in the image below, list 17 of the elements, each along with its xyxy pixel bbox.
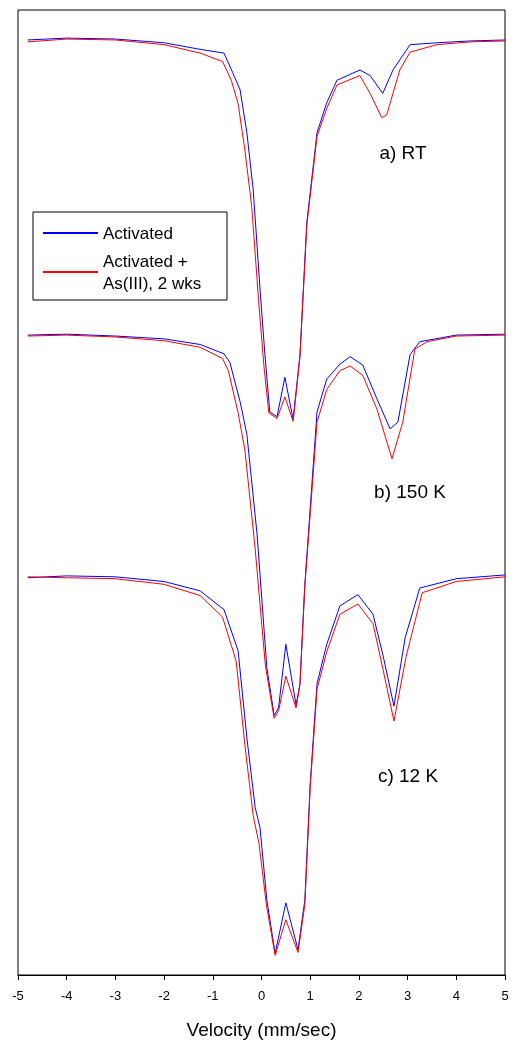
x-axis-title: Velocity (mm/sec) xyxy=(186,1019,337,1040)
x-tick-label: 1 xyxy=(306,988,314,1003)
legend-label: Activated xyxy=(103,223,173,243)
x-tick-label: -1 xyxy=(207,988,219,1003)
annotation: c) 12 K xyxy=(377,764,439,786)
x-tick-label: -4 xyxy=(60,988,73,1003)
x-tick-label: -3 xyxy=(109,988,122,1003)
annotation: b) 150 K xyxy=(374,480,447,502)
x-tick-label: 2 xyxy=(355,988,363,1003)
x-tick-label: -5 xyxy=(12,988,24,1003)
x-tick-label: 0 xyxy=(257,988,266,1003)
x-tick-label: 3 xyxy=(403,988,412,1003)
annotation: a) RT xyxy=(379,141,427,163)
x-tick-label: -2 xyxy=(158,988,170,1003)
legend-label: Activated + As(III), 2 wks xyxy=(103,251,202,293)
x-tick-label: 4 xyxy=(452,988,460,1003)
x-tick-label: 5 xyxy=(501,988,509,1003)
